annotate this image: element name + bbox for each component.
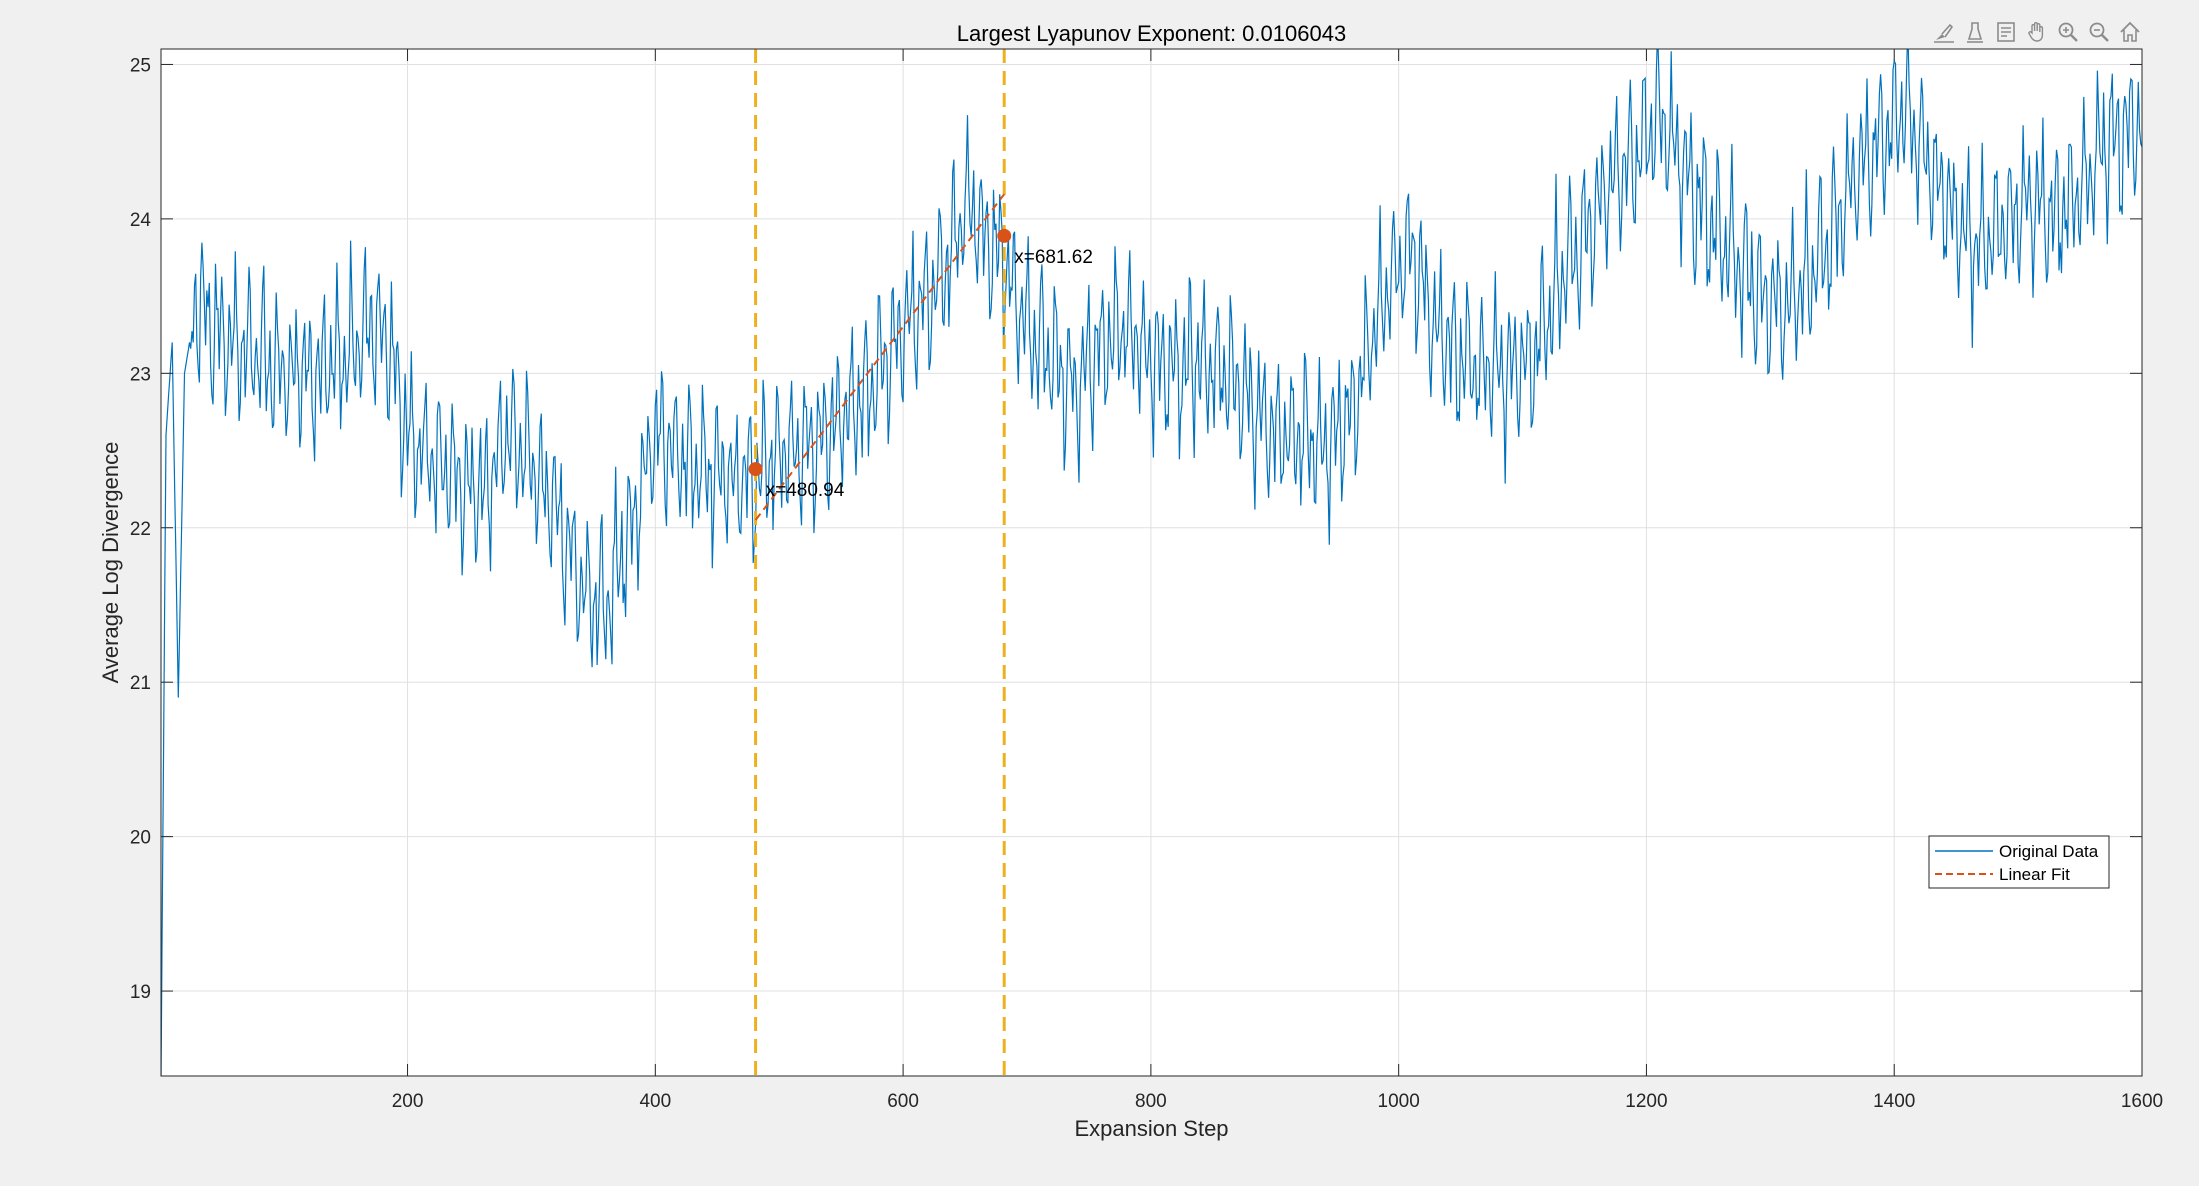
restore-view-icon[interactable] [1992, 18, 2020, 46]
legend-box [1928, 835, 2110, 889]
y-tick-label: 21 [130, 673, 151, 694]
legend-label-original-data: Original Data [1999, 842, 2099, 861]
pan-icon[interactable] [2023, 18, 2051, 46]
y-tick-label: 20 [130, 828, 151, 849]
y-tick-label: 19 [130, 982, 151, 1003]
axis-ticks [161, 49, 2143, 1076]
legend[interactable]: Original Data Linear Fit [1928, 835, 2110, 889]
datatip-label: x=681.62 [1014, 247, 1093, 268]
legend-label-linear-fit: Linear Fit [1999, 865, 2070, 884]
x-tick-label: 200 [392, 1091, 424, 1112]
tick-labels: 200 400 600 800 1000 1200 1400 1600 19 20 21 22 23 24… [130, 55, 2163, 1112]
datatip-markers[interactable]: x=480.94 x=681.62 [748, 228, 1093, 501]
y-tick-label: 25 [130, 55, 151, 76]
zoom-out-icon[interactable] [2085, 18, 2113, 46]
x-tick-label: 1400 [1873, 1091, 1915, 1112]
datatip-label: x=480.94 [766, 480, 845, 501]
axes-toolbar [1930, 18, 2144, 48]
brush-icon[interactable] [1930, 18, 1958, 46]
datatip-marker[interactable] [748, 462, 763, 477]
zoom-in-icon[interactable] [2054, 18, 2082, 46]
x-tick-label: 400 [639, 1091, 671, 1112]
x-axis-label: Expansion Step [1074, 1116, 1228, 1141]
y-tick-label: 24 [130, 210, 152, 231]
series-linear-fit-line [754, 193, 1006, 521]
home-icon[interactable] [2116, 18, 2144, 46]
chart-title: Largest Lyapunov Exponent: 0.0106043 [957, 21, 1346, 46]
x-tick-label: 1600 [2121, 1091, 2163, 1112]
plot-axes[interactable]: x=480.94 x=681.62 200 400 600 800 1000 1200 140… [130, 25, 2163, 1112]
y-tick-label: 22 [130, 519, 151, 540]
y-axis-label: Average Log Divergence [98, 442, 123, 684]
vertical-reference-lines [754, 49, 1006, 1076]
y-tick-label: 23 [130, 364, 151, 385]
datatip-marker[interactable] [997, 228, 1012, 243]
x-tick-label: 800 [1135, 1091, 1167, 1112]
axes-box [160, 48, 2143, 1077]
x-tick-label: 1200 [1625, 1091, 1667, 1112]
datatip-icon[interactable] [1961, 18, 1989, 46]
x-tick-label: 600 [887, 1091, 919, 1112]
series-original-data-line [161, 49, 2142, 1076]
x-tick-label: 1000 [1378, 1091, 1420, 1112]
